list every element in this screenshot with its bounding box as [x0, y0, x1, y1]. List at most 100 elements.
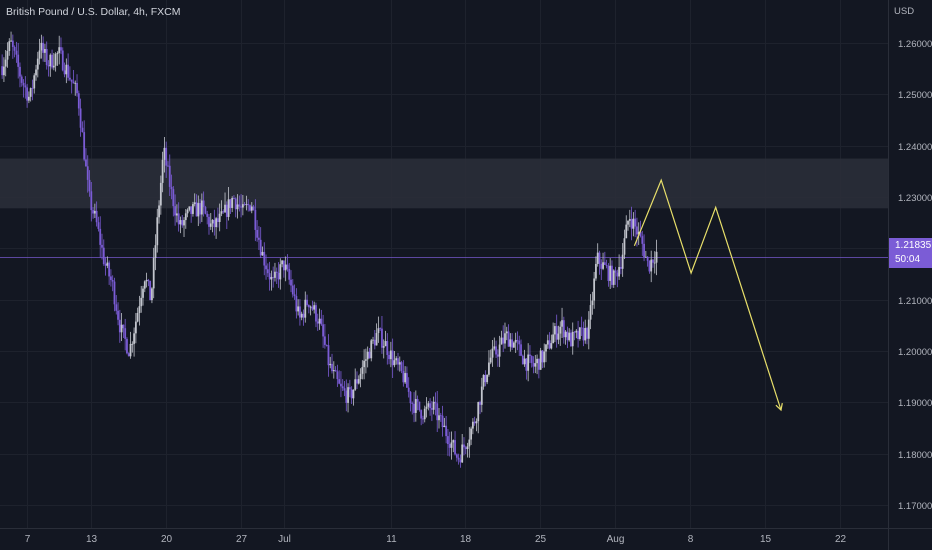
candle-body	[343, 388, 346, 391]
candle-body	[580, 327, 583, 329]
candle-body	[106, 262, 109, 266]
candle-body	[131, 343, 134, 345]
candle-body	[340, 383, 342, 387]
candle-body	[575, 330, 578, 333]
candle-body	[589, 305, 592, 320]
candle-body	[136, 312, 139, 322]
candle-body	[336, 371, 339, 380]
price-tick-label: 1.23000	[898, 193, 932, 204]
candle-body	[10, 40, 12, 42]
candle-body	[118, 319, 121, 333]
candle-body	[573, 331, 576, 333]
candle-body	[47, 65, 50, 67]
candle-body	[562, 320, 565, 338]
candle-body	[532, 362, 535, 367]
candle-body	[418, 401, 421, 411]
candle-body	[448, 444, 451, 448]
candle-body	[300, 313, 303, 318]
candle-body	[258, 237, 260, 240]
candle-body	[270, 276, 273, 280]
candle-body	[529, 354, 531, 357]
candle-body	[470, 428, 473, 440]
candle-body	[117, 310, 119, 320]
candle-body	[297, 306, 300, 312]
candle-body	[616, 272, 619, 277]
candle-body	[4, 59, 7, 67]
candle-body	[363, 360, 366, 368]
candle-body	[193, 202, 196, 205]
candle-body	[441, 415, 444, 428]
candle-body	[539, 350, 542, 370]
candle-body	[238, 204, 241, 207]
candle-body	[636, 226, 638, 235]
candle-body	[372, 339, 374, 341]
candle-body	[488, 362, 490, 375]
candle-body	[152, 257, 155, 289]
candle-body	[334, 370, 337, 372]
candle-body	[209, 223, 212, 227]
time-tick-label: 7	[25, 534, 31, 545]
candle-body	[646, 256, 649, 261]
time-tick-label: 13	[86, 534, 98, 545]
candle-body	[611, 265, 613, 285]
candle-body	[521, 355, 524, 365]
candle-body	[366, 351, 369, 360]
candle-body	[3, 66, 5, 76]
candle-body	[641, 236, 644, 244]
candle-body	[291, 285, 294, 295]
candle-body	[134, 321, 137, 334]
candle-body	[77, 93, 80, 109]
candle-body	[186, 209, 189, 214]
candle-body	[36, 58, 39, 70]
candle-body	[200, 200, 203, 215]
candle-body	[70, 79, 73, 82]
candle-body	[630, 219, 633, 229]
candle-body	[241, 204, 244, 208]
candle-body	[473, 421, 476, 424]
currency-label: USD	[894, 6, 915, 17]
candle-body	[327, 345, 330, 366]
candle-body	[541, 350, 544, 363]
candle-body	[530, 356, 533, 363]
candle-body	[423, 408, 426, 420]
candle-body	[208, 216, 210, 227]
candle-body	[222, 211, 225, 213]
price-tick-label: 1.25000	[898, 90, 932, 101]
candle-body	[323, 336, 326, 345]
candle-body	[122, 324, 125, 329]
candle-body	[288, 268, 291, 280]
candle-body	[58, 47, 61, 54]
candle-body	[596, 252, 599, 264]
candle-body	[67, 64, 70, 78]
candle-body	[454, 440, 456, 455]
candle-body	[42, 42, 45, 53]
candle-body	[447, 436, 449, 445]
candle-body	[192, 204, 194, 214]
candle-body	[482, 374, 485, 387]
candle-body	[33, 75, 36, 89]
time-tick-label: 22	[835, 534, 847, 545]
candle-body	[479, 402, 481, 405]
candle-body	[498, 344, 501, 357]
candle-body	[463, 444, 465, 448]
candle-body	[550, 343, 553, 349]
candle-body	[199, 203, 201, 215]
projection-path	[633, 178, 782, 411]
candle-body	[72, 81, 75, 84]
candle-body	[138, 306, 141, 313]
candle-body	[1, 66, 4, 76]
candle-body	[234, 198, 237, 210]
candle-body	[175, 213, 178, 216]
candle-body	[143, 281, 146, 289]
candle-body	[265, 265, 267, 270]
candle-body	[609, 265, 612, 281]
candle-body	[227, 199, 230, 217]
candle-body	[411, 403, 414, 404]
candle-body	[338, 379, 341, 384]
plot-background	[0, 0, 888, 528]
candle-body	[548, 340, 551, 349]
candle-body	[561, 320, 563, 327]
candle-body	[129, 343, 132, 357]
candle-body	[49, 54, 52, 67]
